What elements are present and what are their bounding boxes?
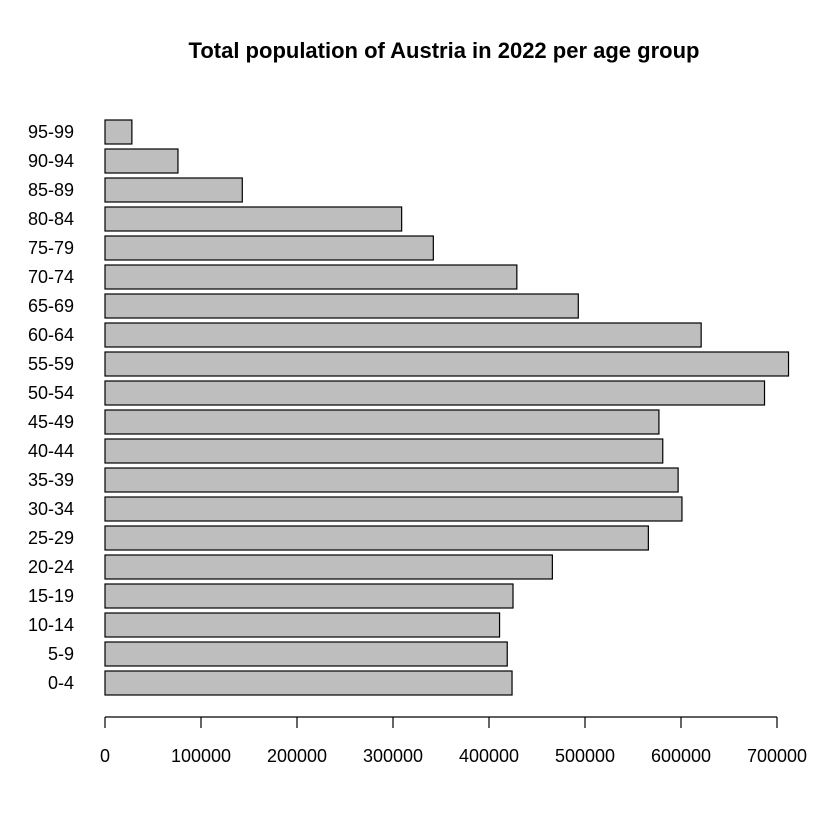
category-label-25-29: 25-29 [28, 528, 74, 548]
category-label-55-59: 55-59 [28, 354, 74, 374]
x-axis: 0 100000 200000 300000 400000 500000 600000 700… [100, 716, 807, 766]
category-labels-group: 0-4 5-9 10-14 15-19 20-24 25-29 30-34 35-39 40-4… [28, 122, 74, 693]
bar-70-74 [104, 264, 518, 290]
x-tick-label: 0 [100, 746, 110, 766]
x-tick-label: 600000 [651, 746, 711, 766]
bar-45-49 [104, 409, 660, 435]
category-label-40-44: 40-44 [28, 441, 74, 461]
category-label-75-79: 75-79 [28, 238, 74, 258]
category-label-65-69: 65-69 [28, 296, 74, 316]
bar-25-29 [104, 525, 649, 551]
category-label-70-74: 70-74 [28, 267, 74, 287]
category-label-80-84: 80-84 [28, 209, 74, 229]
category-label-45-49: 45-49 [28, 412, 74, 432]
bar-90-94 [104, 148, 179, 174]
category-label-85-89: 85-89 [28, 180, 74, 200]
bar-65-69 [104, 293, 579, 319]
category-label-20-24: 20-24 [28, 557, 74, 577]
bar-95-99 [104, 119, 133, 145]
bar-75-79 [104, 235, 434, 261]
x-tick-label: 700000 [747, 746, 807, 766]
x-tick-label: 200000 [267, 746, 327, 766]
bar-15-19 [104, 583, 514, 609]
bar-50-54 [104, 380, 766, 406]
category-label-10-14: 10-14 [28, 615, 74, 635]
x-tick-label: 400000 [459, 746, 519, 766]
bar-5-9 [104, 641, 508, 667]
bar-20-24 [104, 554, 553, 580]
bar-85-89 [104, 177, 243, 203]
category-label-35-39: 35-39 [28, 470, 74, 490]
category-label-30-34: 30-34 [28, 499, 74, 519]
bar-55-59 [104, 351, 790, 377]
x-tick-label: 500000 [555, 746, 615, 766]
category-label-50-54: 50-54 [28, 383, 74, 403]
bar-30-34 [104, 496, 683, 522]
category-label-90-94: 90-94 [28, 151, 74, 171]
x-tick-label: 300000 [363, 746, 423, 766]
bars-group [104, 119, 790, 696]
chart-title: Total population of Austria in 2022 per … [189, 38, 700, 63]
x-tick-label: 100000 [171, 746, 231, 766]
category-label-60-64: 60-64 [28, 325, 74, 345]
bar-35-39 [104, 467, 679, 493]
bar-80-84 [104, 206, 403, 232]
bar-10-14 [104, 612, 501, 638]
bar-0-4 [104, 670, 513, 696]
category-label-0-4: 0-4 [48, 673, 74, 693]
bar-40-44 [104, 438, 664, 464]
category-label-15-19: 15-19 [28, 586, 74, 606]
category-label-5-9: 5-9 [48, 644, 74, 664]
bar-60-64 [104, 322, 702, 348]
category-label-95-99: 95-99 [28, 122, 74, 142]
